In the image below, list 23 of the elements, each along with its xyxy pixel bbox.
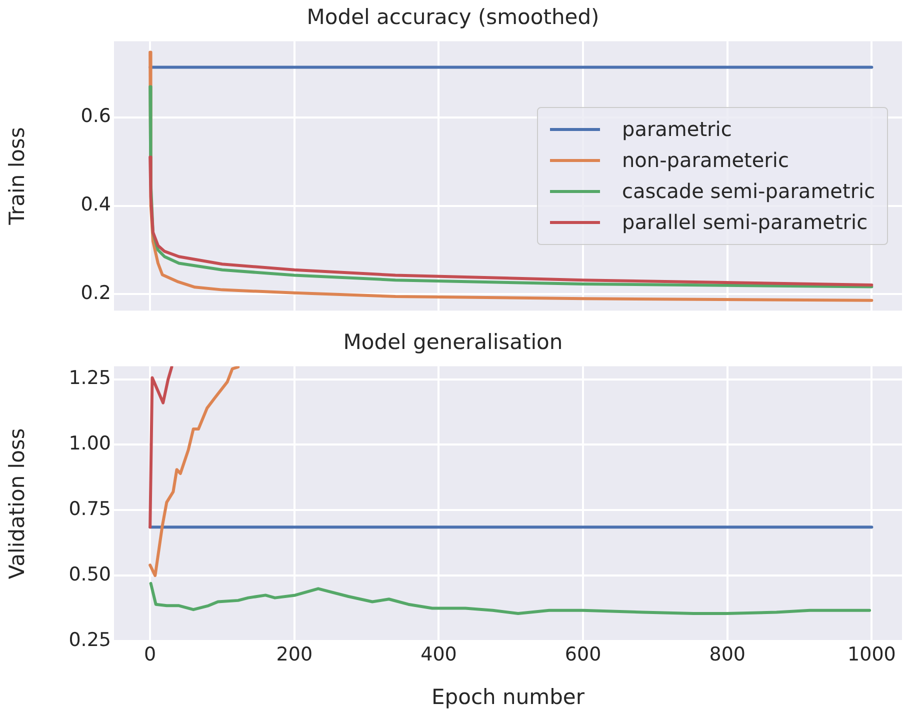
x-tick-label: 800 bbox=[709, 643, 746, 666]
x-tick-label: 1000 bbox=[848, 643, 896, 666]
x-axis-title: Epoch number bbox=[432, 684, 585, 709]
y-tick-label: 1.25 bbox=[68, 367, 111, 390]
x-tick-label: 600 bbox=[564, 643, 602, 666]
y-axis-title: Validation loss bbox=[5, 428, 30, 580]
legend-label: non-parameteric bbox=[622, 148, 789, 172]
y-tick-label: 0.25 bbox=[68, 628, 111, 651]
y-tick-label: 0.75 bbox=[68, 498, 111, 520]
y-tick-label: 0.50 bbox=[68, 564, 111, 586]
y-tick-label: 1.00 bbox=[68, 432, 111, 455]
legend-label: parametric bbox=[622, 117, 732, 142]
x-tick-label: 0 bbox=[144, 643, 156, 666]
legend-label: parallel semi-parametric bbox=[622, 210, 868, 234]
y-tick-label: 0.4 bbox=[80, 194, 111, 216]
x-tick-label: 400 bbox=[420, 643, 457, 666]
y-tick-label: 0.2 bbox=[80, 282, 111, 304]
legend-label: cascade semi-parametric bbox=[622, 179, 876, 204]
chart-title: Model generalisation bbox=[343, 330, 563, 354]
y-axis-title: Train loss bbox=[5, 127, 30, 226]
x-tick-label: 200 bbox=[276, 643, 313, 666]
y-tick-label: 0.6 bbox=[80, 105, 111, 128]
chart-title: Model accuracy (smoothed) bbox=[306, 5, 600, 30]
